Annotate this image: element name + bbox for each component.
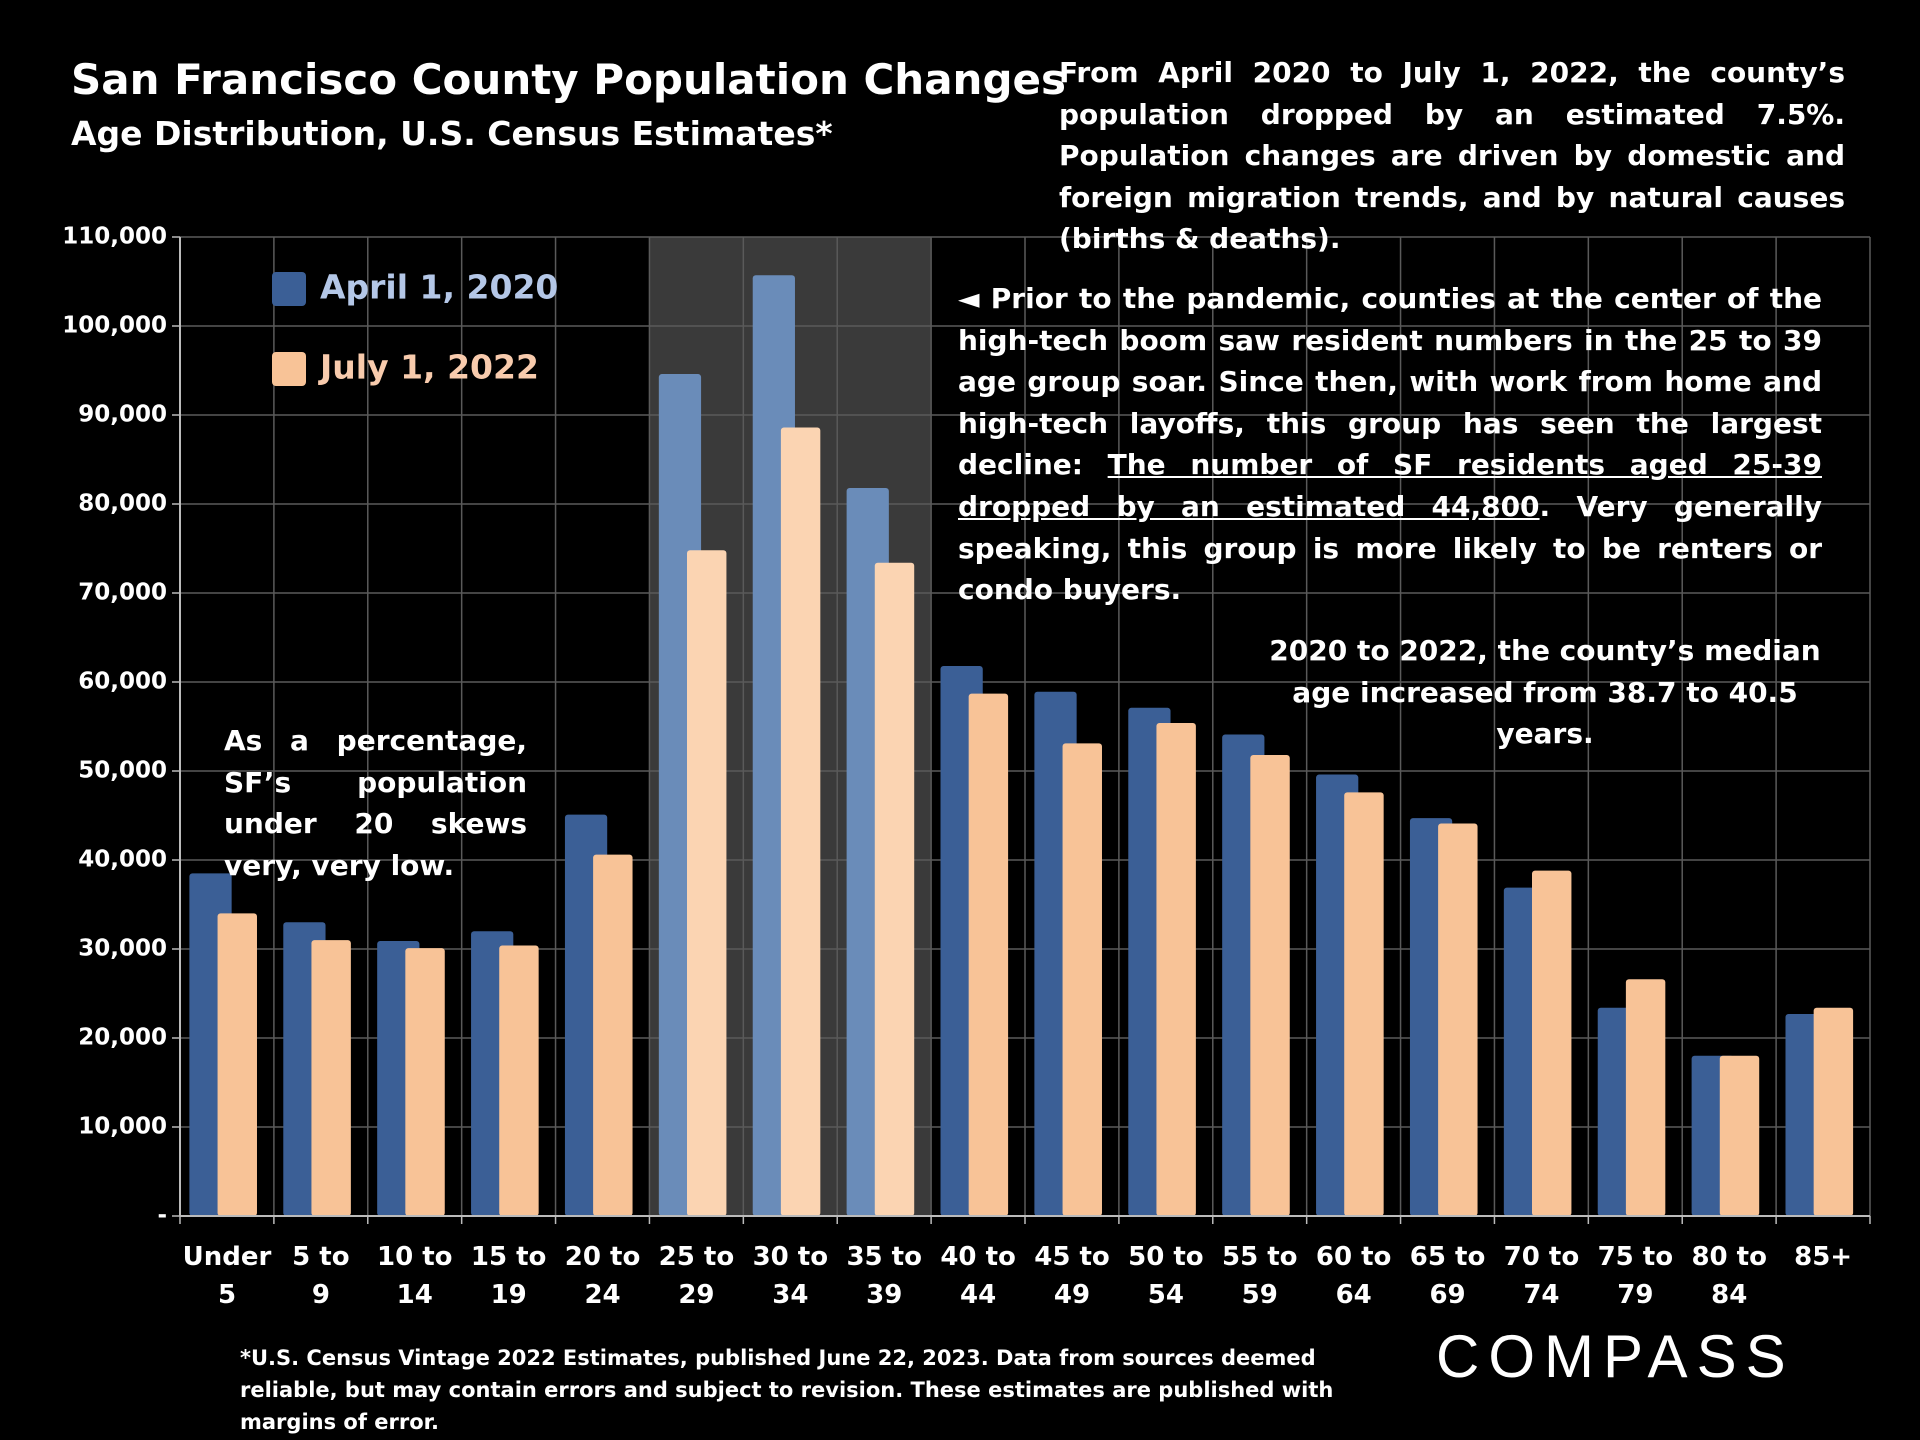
x-tick-label: 40 to 44	[940, 1242, 1016, 1310]
bar	[1344, 792, 1384, 1216]
x-tick-label: 50 to 54	[1128, 1242, 1204, 1310]
bar	[1532, 870, 1572, 1216]
y-tick-label: 30,000	[78, 936, 167, 962]
x-tick-label: 25 to 29	[658, 1242, 735, 1310]
bar	[217, 913, 257, 1216]
x-tick-label: 85+	[1794, 1242, 1853, 1272]
y-tick-label: -	[157, 1203, 167, 1229]
x-tick-label: 75 to 79	[1597, 1242, 1674, 1310]
bar	[1156, 722, 1196, 1216]
x-tick-label: 15 to 19	[470, 1242, 547, 1310]
x-tick-label: 20 to 24	[564, 1242, 641, 1310]
x-tick-label: Under 5	[182, 1242, 272, 1310]
chart-subtitle: Age Distribution, U.S. Census Estimates*	[71, 114, 833, 153]
bar	[1719, 1055, 1760, 1216]
x-tick-label: 65 to 69	[1409, 1242, 1486, 1310]
bar	[1813, 1007, 1854, 1216]
bar	[499, 945, 539, 1216]
x-tick-label: 35 to 39	[846, 1242, 922, 1310]
y-tick-label: 10,000	[78, 1114, 167, 1140]
y-tick-label: 70,000	[78, 580, 167, 606]
note-text: ◄ Prior to the pandemic, counties at the…	[958, 282, 1822, 482]
bar	[1250, 754, 1290, 1216]
y-tick-label: 80,000	[78, 491, 167, 517]
brand-logo: COMPASS	[1436, 1323, 1795, 1390]
bar	[687, 550, 727, 1216]
bar	[311, 940, 351, 1216]
legend-swatch	[272, 352, 306, 386]
y-tick-label: 60,000	[78, 669, 167, 695]
legend-label: July 1, 2022	[318, 348, 539, 387]
bar	[1062, 743, 1102, 1216]
bar	[1625, 979, 1666, 1216]
y-tick-label: 50,000	[78, 758, 167, 784]
bar	[405, 948, 445, 1216]
note-underlined: The number of SF residents aged 25-39 dr…	[958, 448, 1822, 523]
bar	[874, 562, 915, 1216]
y-tick-label: 90,000	[78, 402, 167, 428]
y-tick-label: 110,000	[62, 224, 167, 250]
x-tick-label: 55 to 59	[1222, 1242, 1298, 1310]
x-tick-label: 10 to 14	[377, 1242, 453, 1310]
x-tick-label: 80 to 84	[1691, 1242, 1767, 1310]
chart-title: San Francisco County Population Changes	[71, 55, 1066, 104]
under-20-note: As a percentage, SF’s population under 2…	[224, 724, 527, 882]
legend-swatch	[272, 272, 306, 306]
bar	[593, 854, 633, 1216]
x-tick-label: 60 to 64	[1315, 1242, 1392, 1310]
y-tick-label: 40,000	[78, 847, 167, 873]
summary-note: From April 2020 to July 1, 2022, the cou…	[1059, 56, 1845, 256]
x-tick-label: 30 to 34	[752, 1242, 829, 1310]
legend-label: April 1, 2020	[320, 268, 558, 307]
median-age-note: 2020 to 2022, the county’s median age in…	[1269, 634, 1821, 751]
note-text: . Very generally speaking, this group is…	[958, 489, 1822, 607]
y-tick-label: 100,000	[62, 313, 167, 339]
x-tick-label: 5 to 9	[292, 1242, 350, 1310]
x-tick-label: 45 to 49	[1034, 1242, 1110, 1310]
pandemic-note: ◄ Prior to the pandemic, counties at the…	[958, 278, 1822, 611]
bar	[780, 427, 821, 1217]
bar	[1438, 823, 1478, 1216]
bar	[968, 693, 1009, 1216]
x-tick-label: 70 to 74	[1503, 1242, 1580, 1310]
y-tick-label: 20,000	[78, 1025, 167, 1051]
footnote: *U.S. Census Vintage 2022 Estimates, pub…	[240, 1346, 1334, 1434]
